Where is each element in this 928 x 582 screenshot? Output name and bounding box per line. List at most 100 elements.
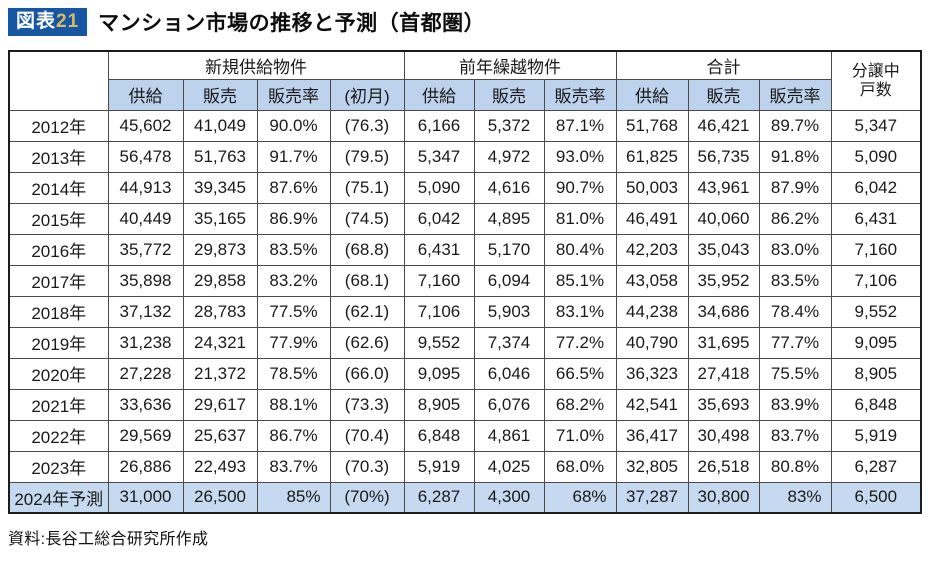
table-head: 新規供給物件 前年繰越物件 合計 分譲中 戸数 供給 販売 販売率 (初月) 供給… (8, 50, 922, 111)
data-cell: 51,763 (182, 140, 258, 173)
year-cell: 2020年 (8, 357, 109, 390)
sub-header-row: 供給 販売 販売率 (初月) 供給 販売 販売率 供給 販売 販売率 (9, 78, 921, 111)
table-row: 2015年 40,449 35,165 86.9% (74.5) 6,042 4,895 81… (8, 202, 922, 235)
data-cell: 39,345 (182, 171, 258, 204)
data-cell: 6,287 (403, 481, 475, 514)
sub-header-sales-total: 販売 (687, 78, 760, 111)
table-row: 2016年 35,772 29,873 83.5% (68.8) 6,431 5,170 80… (8, 233, 922, 266)
group-header-new-supply: 新規供給物件 (107, 50, 405, 80)
data-cell: 33,636 (107, 388, 184, 421)
data-cell: 5,170 (473, 233, 545, 266)
sub-header-supply-new: 供給 (107, 78, 184, 111)
data-cell: 89.7% (758, 109, 832, 142)
data-cell: 43,961 (687, 171, 760, 204)
data-cell: 8,905 (403, 388, 475, 421)
data-cell: 6,042 (403, 202, 475, 235)
data-cell: (79.5) (329, 140, 405, 173)
data-cell: 35,043 (687, 233, 760, 266)
sub-header-sales-new: 販売 (182, 78, 258, 111)
year-cell: 2017年 (8, 264, 109, 297)
data-cell: 45,602 (107, 109, 184, 142)
data-cell: 5,090 (830, 140, 922, 173)
data-cell: 83.7% (758, 419, 832, 452)
data-cell: (66.0) (329, 357, 405, 390)
figure-badge-prefix: 図表 (16, 11, 57, 32)
data-cell: 7,374 (473, 326, 545, 359)
data-cell: 44,238 (615, 295, 689, 328)
year-cell: 2022年 (8, 419, 109, 452)
data-cell: 6,848 (830, 388, 922, 421)
data-cell: (68.8) (329, 233, 405, 266)
sub-header-first-month: (初月) (329, 78, 405, 111)
data-cell: 83.0% (758, 233, 832, 266)
data-cell: 40,449 (107, 202, 184, 235)
data-cell: 41,049 (182, 109, 258, 142)
data-cell: 90.0% (256, 109, 331, 142)
data-cell: 35,952 (687, 264, 760, 297)
data-cell: 4,300 (473, 481, 545, 514)
data-cell: 25,637 (182, 419, 258, 452)
data-cell: 40,060 (687, 202, 760, 235)
data-cell: 71.0% (543, 419, 617, 452)
data-cell: 78.5% (256, 357, 331, 390)
data-cell: 66.5% (543, 357, 617, 390)
sub-header-supply-total: 供給 (615, 78, 689, 111)
data-cell: 88.1% (256, 388, 331, 421)
data-cell: 9,095 (830, 326, 922, 359)
data-cell: 77.5% (256, 295, 331, 328)
year-cell: 2024年予測 (8, 481, 109, 514)
data-cell: 29,569 (107, 419, 184, 452)
data-cell: 7,160 (830, 233, 922, 266)
data-cell: 4,895 (473, 202, 545, 235)
data-cell: 83.9% (758, 388, 832, 421)
data-cell: 8,905 (830, 357, 922, 390)
table-row: 2023年 26,886 22,493 83.7% (70.3) 5,919 4,025 68… (8, 450, 922, 483)
data-cell: 35,165 (182, 202, 258, 235)
data-cell: 4,861 (473, 419, 545, 452)
year-cell: 2018年 (8, 295, 109, 328)
header-units-for-sale-line2: 戸数 (859, 81, 892, 99)
table-row: 2014年 44,913 39,345 87.6% (75.1) 5,090 4,616 90… (8, 171, 922, 204)
data-cell: 6,094 (473, 264, 545, 297)
data-cell: 6,848 (403, 419, 475, 452)
data-cell: 6,431 (403, 233, 475, 266)
data-cell: 26,886 (107, 450, 184, 483)
data-cell: 61,825 (615, 140, 689, 173)
data-cell: 32,805 (615, 450, 689, 483)
table-row: 2022年 29,569 25,637 86.7% (70.4) 6,848 4,861 71… (8, 419, 922, 452)
data-cell: 31,238 (107, 326, 184, 359)
data-cell: 44,913 (107, 171, 184, 204)
data-cell: 86.2% (758, 202, 832, 235)
data-cell: (62.6) (329, 326, 405, 359)
table-row: 2017年 35,898 29,858 83.2% (68.1) 7,160 6,094 85… (8, 264, 922, 297)
data-cell: 26,518 (687, 450, 760, 483)
data-cell: 87.1% (543, 109, 617, 142)
data-cell: 77.2% (543, 326, 617, 359)
data-cell: 6,046 (473, 357, 545, 390)
group-header-row: 新規供給物件 前年繰越物件 合計 分譲中 戸数 (8, 50, 922, 111)
data-cell: 78.4% (758, 295, 832, 328)
data-cell: 68.0% (543, 450, 617, 483)
data-cell: 6,042 (830, 171, 922, 204)
data-cell: 34,686 (687, 295, 760, 328)
year-cell: 2021年 (8, 388, 109, 421)
data-cell: 85.1% (543, 264, 617, 297)
data-cell: 31,000 (107, 481, 184, 514)
source-note: 資料:長谷工総合研究所作成 (8, 531, 209, 548)
sub-header-sales-rate-carryover: 販売率 (543, 78, 617, 111)
data-cell: 46,491 (615, 202, 689, 235)
figure-title: マンション市場の推移と予測（首都圏） (98, 12, 486, 35)
data-cell: 83.1% (543, 295, 617, 328)
year-cell: 2019年 (8, 326, 109, 359)
table-row: 2019年 31,238 24,321 77.9% (62.6) 9,552 7,374 77… (8, 326, 922, 359)
table-row: 2018年 37,132 28,783 77.5% (62.1) 7,106 5,903 83… (8, 295, 922, 328)
data-cell: 9,095 (403, 357, 475, 390)
table-row: 2013年 56,478 51,763 91.7% (79.5) 5,347 4,972 93… (8, 140, 922, 173)
data-cell: 27,418 (687, 357, 760, 390)
data-cell: 7,106 (830, 264, 922, 297)
data-cell: 7,106 (403, 295, 475, 328)
year-cell: 2023年 (8, 450, 109, 483)
data-cell: 36,323 (615, 357, 689, 390)
data-cell: 75.5% (758, 357, 832, 390)
data-cell: 9,552 (830, 295, 922, 328)
